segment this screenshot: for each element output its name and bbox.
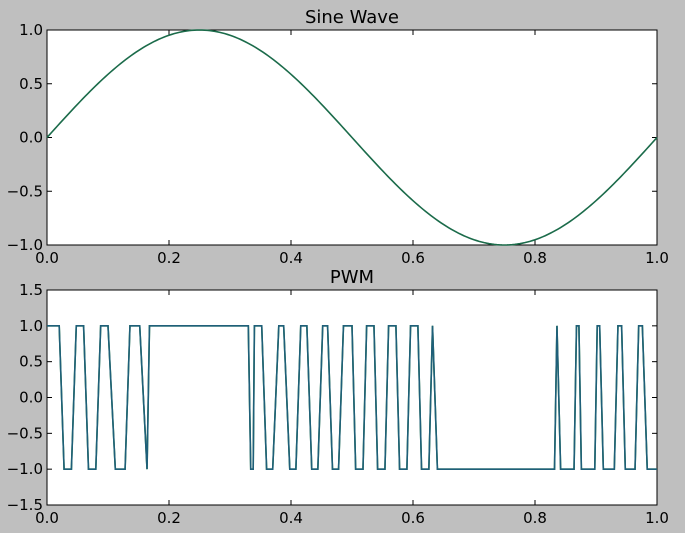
pwm-series-line-2 bbox=[47, 325, 657, 470]
sine-wave-ytick-label: 0.5 bbox=[19, 75, 43, 93]
pwm-ticks: 0.0 0.2 0.4 0.6 0.8 1.0 1.5 1.0 0.5 0.0 −0.5 −1.0 −1… bbox=[7, 281, 669, 527]
pwm-xtick-label: 0.2 bbox=[157, 509, 181, 527]
sine-wave-ytick-label: −1.0 bbox=[7, 236, 43, 254]
sine-wave-xtick-label: 0.6 bbox=[401, 249, 425, 267]
pwm-axes bbox=[46, 289, 658, 506]
pwm-ytick-label: −0.5 bbox=[7, 424, 43, 442]
pwm-subplot: PWM 0.0 0.2 0.4 0.6 0.8 1.0 1.5 1.0 0.5 0.0 −0.5 −1… bbox=[7, 267, 669, 527]
pwm-xtick-label: 0.4 bbox=[279, 509, 303, 527]
sine-wave-title: Sine Wave bbox=[305, 7, 399, 28]
pwm-xtick-label: 0.0 bbox=[35, 509, 59, 527]
pwm-series bbox=[47, 325, 657, 470]
pwm-ytick-label: 1.0 bbox=[19, 317, 43, 335]
pwm-ytick-label: 1.5 bbox=[19, 281, 43, 299]
pwm-title: PWM bbox=[330, 267, 374, 288]
sine-wave-ticks: 0.0 0.2 0.4 0.6 0.8 1.0 1.0 0.5 0.0 −0.5 −1.0 bbox=[7, 21, 669, 267]
pwm-xtick-label: 1.0 bbox=[645, 509, 669, 527]
sine-wave-ytick-label: −0.5 bbox=[7, 182, 43, 200]
pwm-ytick-label: 0.0 bbox=[19, 389, 43, 407]
pwm-ytick-label: −1.5 bbox=[7, 496, 43, 514]
sine-wave-ytick-label: 0.0 bbox=[19, 129, 43, 147]
sine-wave-xtick-label: 0.0 bbox=[35, 249, 59, 267]
sine-wave-xtick-label: 0.2 bbox=[157, 249, 181, 267]
sine-wave-xtick-label: 1.0 bbox=[645, 249, 669, 267]
pwm-xtick-label: 0.8 bbox=[523, 509, 547, 527]
sine-wave-xtick-label: 0.8 bbox=[523, 249, 547, 267]
sine-wave-series-line-1 bbox=[46, 29, 658, 246]
pwm-xtick-label: 0.6 bbox=[401, 509, 425, 527]
pwm-ytick-label: 0.5 bbox=[19, 353, 43, 371]
pwm-ytick-label: −1.0 bbox=[7, 460, 43, 478]
sine-wave-xtick-label: 0.4 bbox=[279, 249, 303, 267]
sine-wave-series bbox=[46, 29, 658, 246]
sine-wave-subplot: Sine Wave 0.0 0.2 0.4 0.6 0.8 1.0 1.0 0.5 0.0 −0.… bbox=[7, 7, 669, 267]
sine-wave-ytick-label: 1.0 bbox=[19, 21, 43, 39]
